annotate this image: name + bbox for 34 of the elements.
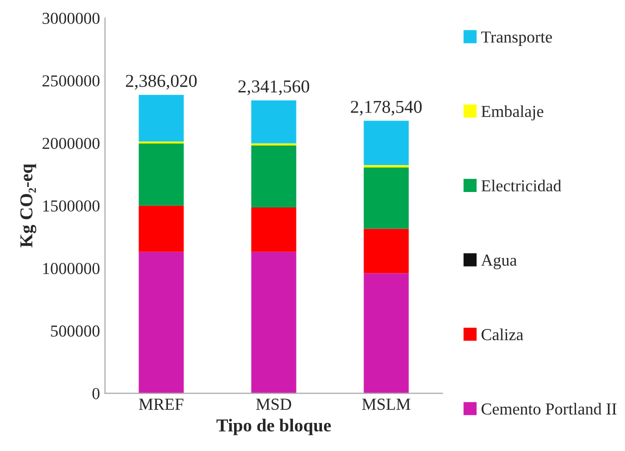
legend-label: Caliza [482, 328, 524, 340]
legend-label: Transporte [481, 32, 552, 46]
bar [138, 206, 184, 252]
bar [364, 228, 409, 274]
legend-label: Cemento Portland II [482, 402, 616, 415]
x-tick-label: MSLM [362, 398, 410, 410]
y-tick-label: 0 [92, 388, 100, 400]
y-tick-label: 2500000 [42, 75, 100, 87]
bar [364, 120, 409, 166]
bar [251, 100, 296, 144]
bar [364, 165, 409, 168]
bar [138, 252, 184, 394]
bar [251, 145, 296, 208]
bar [364, 273, 409, 394]
x-axis-title: Tipo de bloque [216, 418, 331, 436]
total-label: 2,386,020 [126, 74, 197, 90]
y-tick-label: 1500000 [43, 200, 100, 212]
legend-label: Electricidad [481, 180, 562, 192]
legend-label: Embalaje [481, 105, 544, 120]
y-tick-label: 3000000 [42, 12, 100, 24]
bar [138, 143, 184, 206]
bar [138, 94, 184, 142]
bar [251, 208, 296, 252]
total-label: 2,178,540 [350, 100, 422, 116]
x-tick-label: MSD [256, 398, 292, 410]
legend-label: Agua [481, 254, 517, 270]
bar [251, 252, 296, 394]
x-tick-label: MREF [139, 398, 184, 410]
total-label: 2,341,560 [238, 80, 310, 96]
y-tick-label: 1000000 [43, 262, 100, 274]
bar [364, 168, 409, 229]
y-tick-label: 2000000 [42, 138, 100, 150]
y-tick-label: 500000 [51, 325, 100, 337]
y-axis-title: Kg CO₂-eq [20, 164, 36, 248]
